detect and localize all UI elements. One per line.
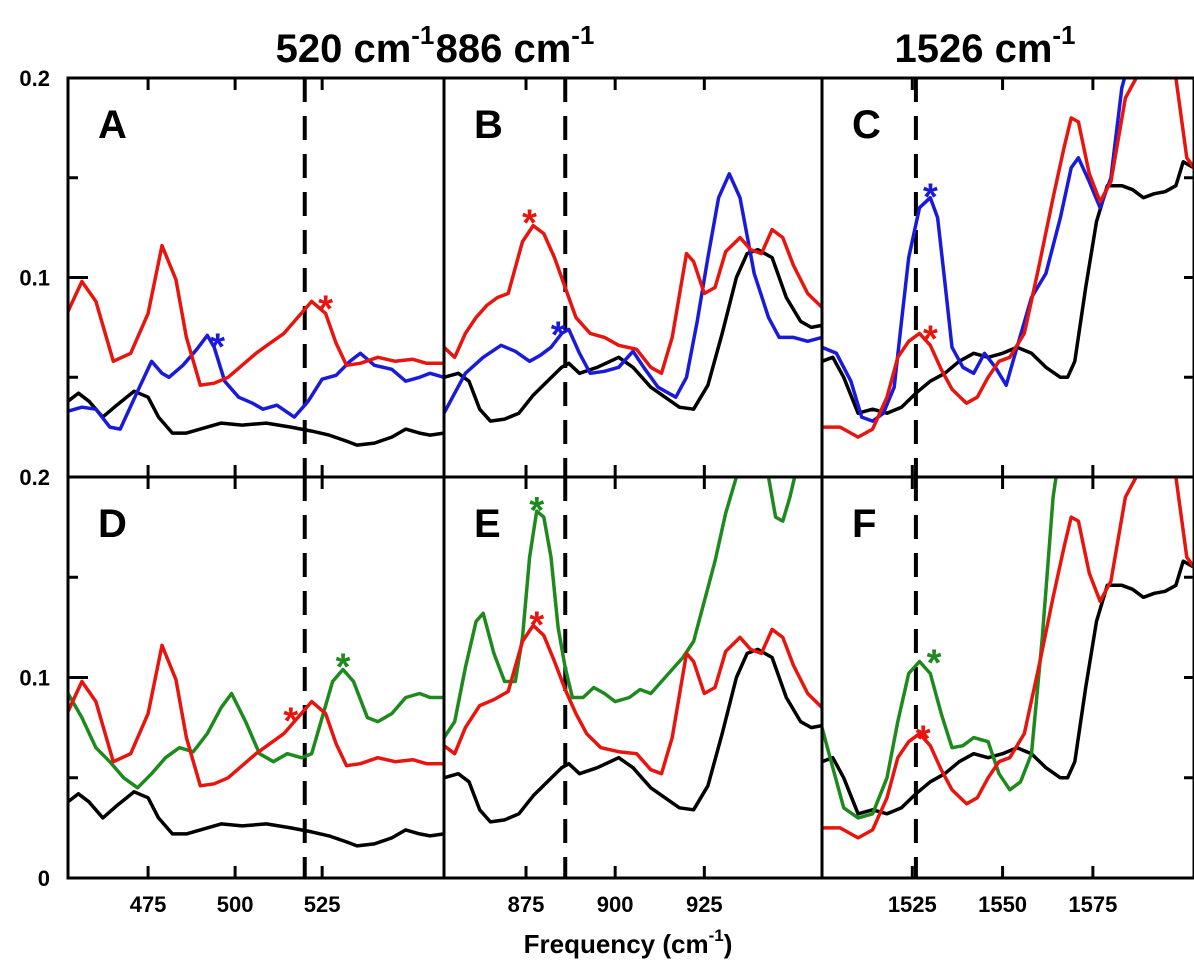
panel-a: * * A [66, 76, 446, 479]
panel-grid: * * A * * B * * C * * D * * E * * F [66, 76, 1194, 880]
panel-frame [442, 475, 824, 880]
series-line-red [68, 243, 444, 387]
panel-b: * * B [442, 76, 824, 479]
x-tick-label: 1550 [978, 892, 1027, 917]
peak-marker-red: * [283, 701, 298, 743]
peak-marker-red: * [916, 719, 931, 761]
panel-label-f: F [852, 502, 876, 546]
y-tick-label: 0.1 [19, 666, 50, 691]
x-tick-label: 875 [508, 892, 545, 917]
column-header-col3: 1526 cm-1 [894, 20, 1075, 71]
peak-marker-red: * [529, 604, 544, 646]
series-line-red [444, 223, 822, 376]
series-line-green [444, 477, 797, 740]
y-tick-label: 0.2 [19, 66, 50, 91]
panel-label-e: E [474, 502, 501, 546]
series-line-black [68, 389, 444, 447]
peak-marker-red: * [923, 318, 938, 360]
series-line-blue [68, 333, 444, 431]
series-line-red [68, 643, 444, 788]
column-headers: 520 cm-1 886 cm-1 1526 cm-1 [276, 20, 1076, 71]
x-axis-labels: 475 500 525 875 900 925 1525 1550 1575 [130, 892, 1118, 917]
column-header-col1: 520 cm-1 [276, 20, 435, 71]
peak-marker-blue: * [210, 326, 225, 368]
column-header-col2: 886 cm-1 [436, 20, 595, 71]
series-line-black [68, 790, 444, 848]
peak-marker-blue: * [551, 314, 566, 356]
panel-label-a: A [98, 103, 127, 147]
panel-d: * * D [66, 475, 446, 880]
panel-label-d: D [98, 502, 127, 546]
series-line-blue [822, 78, 1127, 423]
x-tick-label: 1575 [1068, 892, 1117, 917]
x-tick-label: 500 [217, 892, 254, 917]
panel-e: * * E [442, 475, 824, 880]
y-tick-label: 0 [38, 866, 50, 891]
series-line-red [444, 623, 822, 776]
y-axis-labels: 0.2 0.1 0.2 0.1 0 [19, 66, 50, 891]
series-line-green [68, 667, 444, 790]
series-line-red [822, 477, 1194, 840]
series-line-black [822, 160, 1194, 415]
peak-marker-red: * [318, 288, 333, 330]
x-tick-label: 475 [130, 892, 167, 917]
series-line-blue [444, 172, 822, 415]
x-tick-label: 1525 [888, 892, 937, 917]
peak-marker-red: * [522, 203, 537, 245]
x-tick-label: 925 [686, 892, 723, 917]
peak-marker-green: * [927, 642, 942, 684]
series-line-green [822, 477, 1058, 820]
peak-marker-blue: * [923, 177, 938, 219]
series-line-red [822, 78, 1194, 439]
series-line-black [822, 559, 1194, 816]
peak-marker-green: * [336, 646, 351, 688]
series-line-black [444, 247, 822, 423]
x-tick-label: 525 [304, 892, 341, 917]
panel-label-b: B [474, 103, 503, 147]
y-tick-label: 0.2 [19, 465, 50, 490]
panel-label-c: C [852, 103, 881, 147]
y-tick-label: 0.1 [19, 266, 50, 291]
peak-marker-green: * [529, 490, 544, 532]
panel-c: * * C [820, 76, 1194, 479]
x-tick-label: 900 [597, 892, 634, 917]
panel-f: * * F [820, 475, 1194, 880]
x-axis-title: Frequency (cm-1) [524, 926, 733, 959]
panel-frame [820, 475, 1194, 880]
